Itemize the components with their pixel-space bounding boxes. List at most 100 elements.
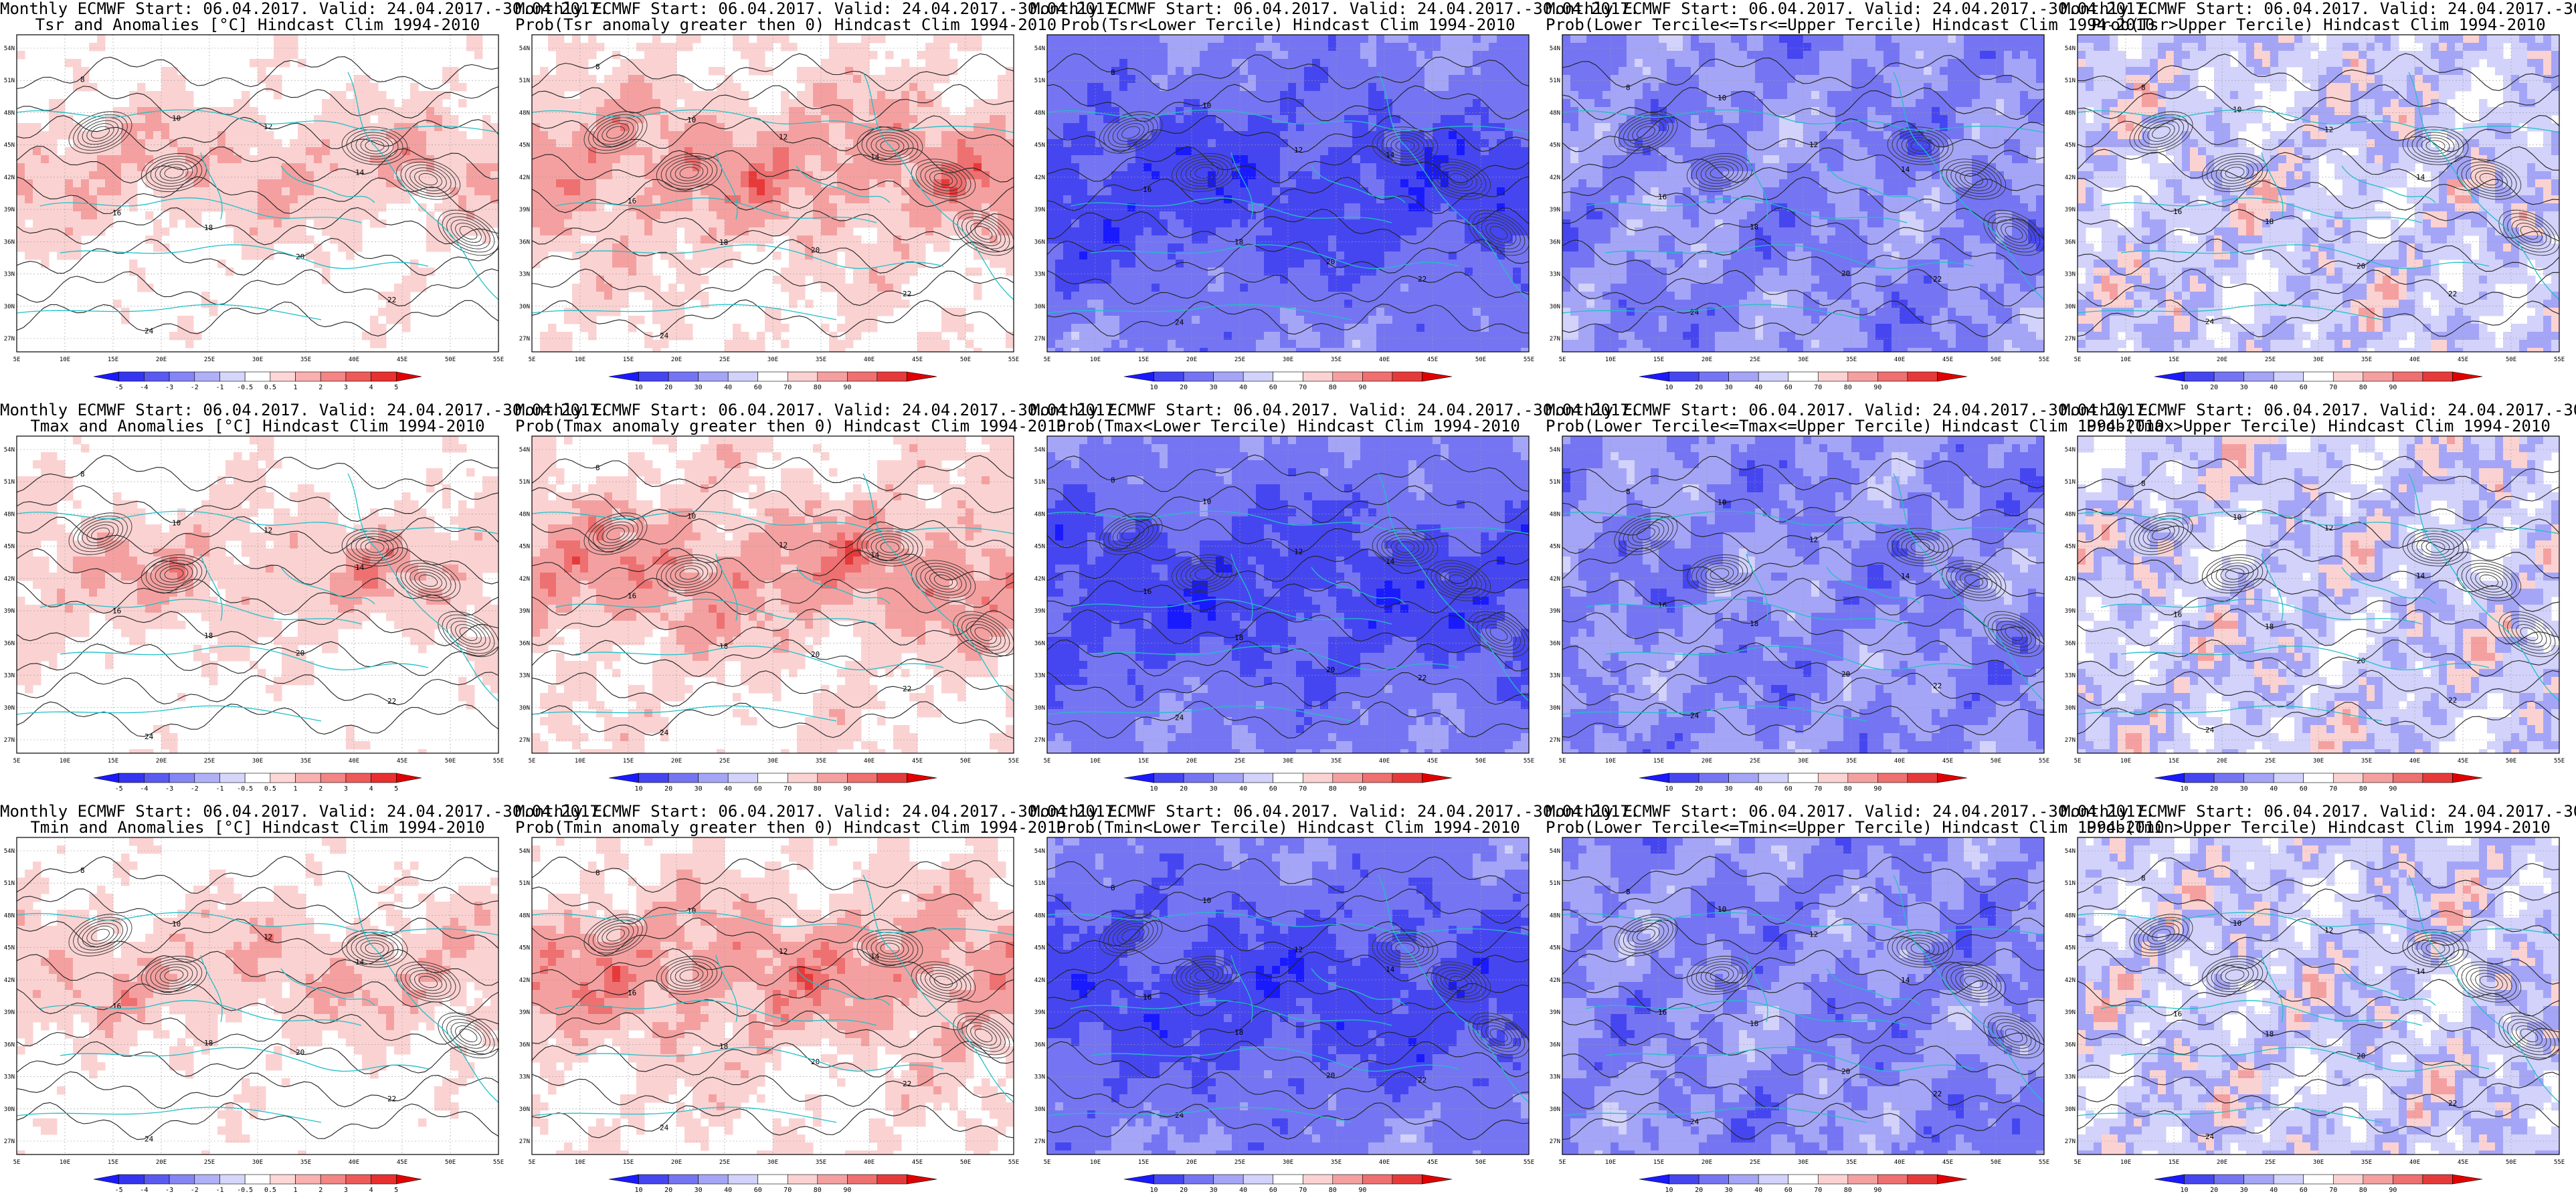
field-cell (1135, 171, 1144, 180)
field-cell (1304, 163, 1313, 172)
field-cell (676, 115, 685, 124)
field-cell (314, 131, 323, 140)
field-cell (588, 300, 597, 308)
field-cell (1071, 276, 1080, 284)
field-cell (1408, 292, 1417, 300)
field-cell (1176, 147, 1184, 156)
colorbar-swatch (295, 371, 321, 382)
field-cell (1344, 243, 1353, 252)
field-cell (362, 332, 371, 340)
field-cell (1344, 252, 1353, 260)
field-cell (1513, 155, 1522, 164)
field-cell (1111, 203, 1120, 212)
coastline (555, 197, 877, 223)
field-cell (1232, 292, 1240, 300)
field-cell (596, 203, 605, 212)
field-cell (1288, 276, 1297, 284)
field-cell (1079, 292, 1088, 300)
field-cell (781, 195, 790, 204)
field-cell (201, 123, 210, 132)
field-cell (1457, 51, 1465, 60)
field-cell (1119, 235, 1128, 244)
field-cell (1416, 83, 1425, 92)
field-cell (1200, 300, 1208, 308)
field-cell (741, 107, 749, 116)
field-cell (1481, 123, 1489, 132)
field-cell (1320, 171, 1329, 180)
field-cell (1392, 284, 1401, 292)
field-cell (668, 332, 677, 340)
field-cell (789, 43, 798, 52)
field-cell (885, 171, 894, 180)
field-cell (1111, 163, 1120, 172)
field-cell (1296, 268, 1305, 276)
field-cell (1433, 171, 1441, 180)
field-cell (1441, 139, 1449, 148)
field-cell (1200, 292, 1208, 300)
field-cell (193, 332, 202, 340)
field-cell (402, 163, 411, 172)
field-cell (1481, 252, 1489, 260)
field-cell (1376, 139, 1385, 148)
field-cell (885, 163, 894, 172)
field-cell (861, 35, 870, 43)
field-cell (1400, 211, 1409, 220)
field-cell (370, 203, 379, 212)
field-cell (418, 284, 427, 292)
field-cell (869, 51, 878, 60)
field-cell (749, 107, 757, 116)
field-cell (998, 91, 1006, 100)
field-cell (1176, 260, 1184, 268)
field-cell (532, 195, 541, 204)
field-cell (474, 203, 483, 212)
field-cell (548, 43, 557, 52)
field-cell (604, 155, 613, 164)
field-cell (813, 211, 822, 220)
field-cell (1200, 131, 1208, 140)
field-cell (757, 171, 765, 180)
field-cell (1376, 115, 1385, 124)
field-cell (1416, 131, 1425, 140)
field-cell (668, 324, 677, 332)
field-cell (701, 235, 709, 244)
field-cell (370, 324, 379, 332)
field-cell (596, 308, 605, 316)
field-cell (612, 91, 621, 100)
field-cell (1368, 219, 1377, 228)
field-cell (652, 107, 661, 116)
field-cell (1264, 51, 1273, 60)
field-cell (628, 276, 637, 284)
field-cell (1095, 123, 1104, 132)
field-cell (17, 155, 25, 164)
field-cell (949, 211, 958, 220)
field-cell (105, 147, 114, 156)
field-cell (1063, 211, 1072, 220)
field-cell (1224, 203, 1232, 212)
field-cell (564, 155, 573, 164)
field-cell (105, 187, 114, 196)
field-cell (290, 235, 298, 244)
field-cell (73, 75, 82, 84)
field-cell (1087, 147, 1096, 156)
field-cell (1280, 268, 1289, 276)
field-cell (1441, 243, 1449, 252)
field-cell (1200, 115, 1208, 124)
field-cell (861, 171, 870, 180)
field-cell (298, 227, 306, 236)
field-cell (572, 195, 581, 204)
field-cell (845, 163, 854, 172)
field-cell (781, 147, 790, 156)
field-cell (1352, 179, 1361, 188)
field-cell (274, 219, 282, 228)
field-cell (1513, 187, 1522, 196)
field-cell (1208, 187, 1216, 196)
field-cell (153, 243, 162, 252)
field-cell (1079, 235, 1088, 244)
field-cell (660, 243, 669, 252)
field-cell (1071, 67, 1080, 76)
field-cell (620, 211, 629, 220)
field-cell (1216, 227, 1224, 236)
field-cell (209, 115, 218, 124)
field-cell (354, 123, 363, 132)
field-cell (1328, 284, 1337, 292)
